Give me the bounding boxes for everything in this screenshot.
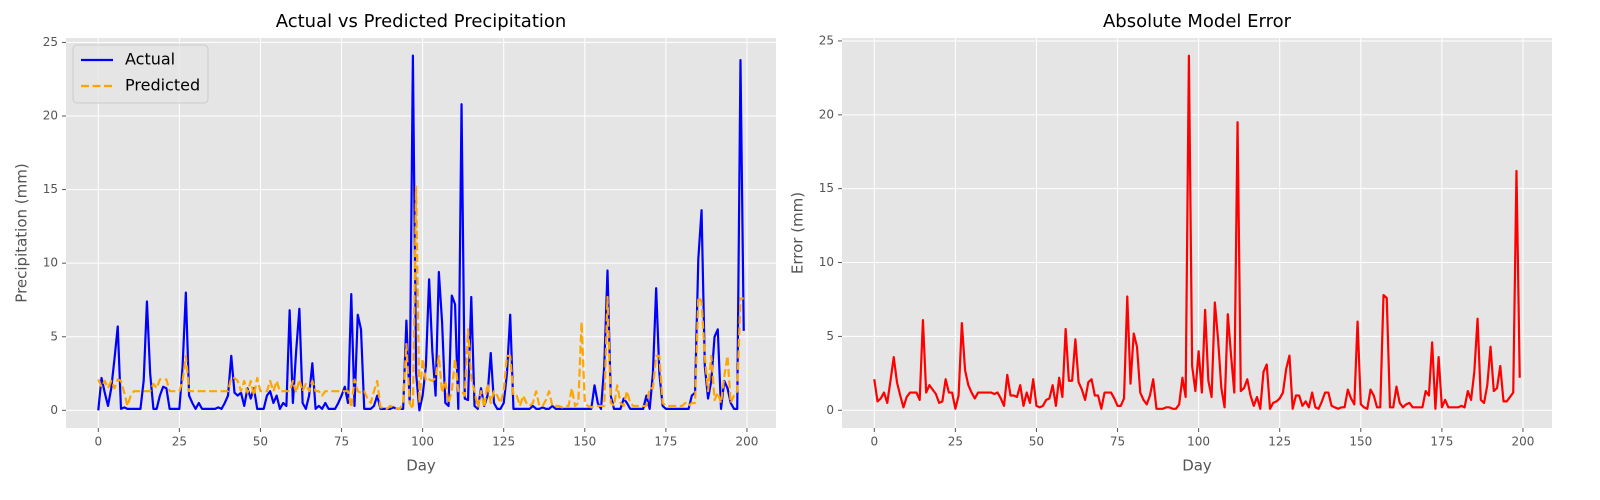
x-tick-label: 0 <box>94 435 102 449</box>
y-tick-label: 5 <box>50 329 58 343</box>
y-tick-label: 0 <box>50 403 58 417</box>
x-axis-label: Day <box>406 457 436 475</box>
y-tick-label: 5 <box>826 329 834 343</box>
y-tick-label: 15 <box>819 181 834 195</box>
y-tick-label: 20 <box>43 109 58 123</box>
y-axis-label: Precipitation (mm) <box>13 163 31 302</box>
x-tick-label: 150 <box>573 435 596 449</box>
x-tick-label: 150 <box>1349 435 1372 449</box>
y-tick-label: 10 <box>819 255 834 269</box>
x-tick-label: 175 <box>654 435 677 449</box>
y-tick-label: 25 <box>819 33 834 47</box>
legend-label: Predicted <box>125 76 200 95</box>
data-line <box>873 54 1521 410</box>
x-axis-label: Day <box>1182 457 1212 475</box>
x-tick-label: 200 <box>736 435 759 449</box>
x-tick-label: 50 <box>1029 435 1044 449</box>
x-tick-label: 25 <box>172 435 187 449</box>
y-tick-label: 10 <box>43 256 58 270</box>
chart-title: Actual vs Predicted Precipitation <box>276 11 567 32</box>
x-tick-label: 100 <box>1187 435 1210 449</box>
data-line <box>97 54 745 412</box>
data-line <box>97 185 744 410</box>
y-tick-label: 15 <box>43 182 58 196</box>
x-tick-label: 100 <box>411 435 434 449</box>
x-tick-label: 125 <box>492 435 515 449</box>
x-tick-label: 25 <box>948 435 963 449</box>
chart-title: Absolute Model Error <box>1103 11 1292 32</box>
x-tick-label: 75 <box>1110 435 1125 449</box>
x-tick-label: 175 <box>1430 435 1453 449</box>
x-tick-label: 125 <box>1268 435 1291 449</box>
y-tick-label: 25 <box>43 35 58 49</box>
y-tick-label: 0 <box>826 403 834 417</box>
legend-label: Actual <box>125 50 175 69</box>
x-tick-label: 200 <box>1512 435 1535 449</box>
x-tick-label: 0 <box>870 435 878 449</box>
x-tick-label: 75 <box>334 435 349 449</box>
y-axis-label: Error (mm) <box>789 192 807 274</box>
y-tick-label: 20 <box>819 107 834 121</box>
x-tick-label: 50 <box>253 435 268 449</box>
